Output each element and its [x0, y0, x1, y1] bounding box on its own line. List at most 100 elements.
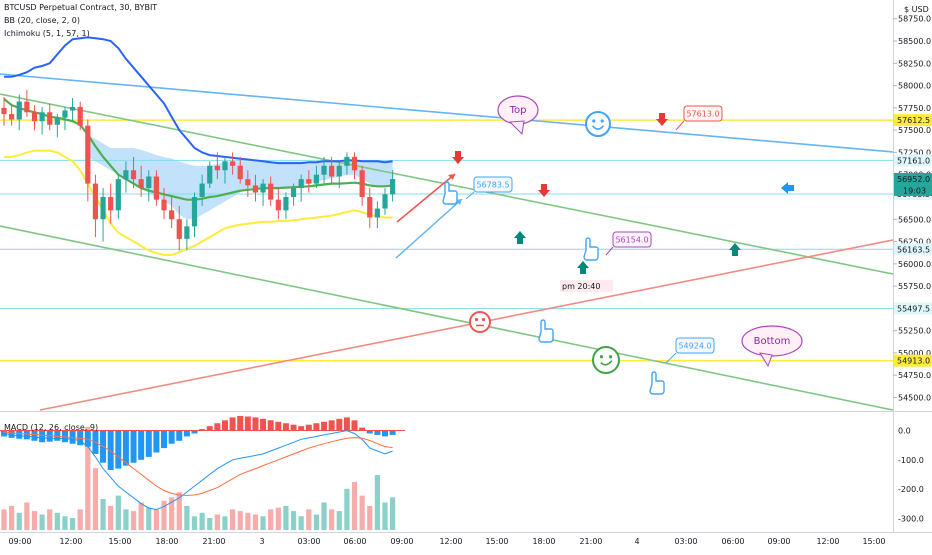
price-tick-label: 56250.0 [898, 238, 931, 247]
macd-hist-bar [275, 421, 282, 431]
hand-shape [538, 319, 554, 343]
candle [24, 90, 30, 117]
macd-hist-bar [145, 430, 152, 457]
volume-bar [92, 468, 99, 530]
price-tick-label: 57250.0 [898, 148, 931, 157]
pointer-hand-icon [442, 181, 458, 205]
candle-body [207, 165, 213, 184]
macd-tick-label: -100.0 [898, 456, 924, 465]
callout-text: 54924.0 [678, 342, 711, 351]
volume-bar [390, 497, 396, 530]
time-tick-label: 12:00 [439, 537, 462, 546]
time-tick-label: 12:00 [816, 537, 839, 546]
ichimoku-legend[interactable]: Ichimoku (5, 1, 57, 1) [4, 29, 90, 38]
macd-hist-bar [260, 418, 267, 431]
candle [344, 152, 350, 175]
volume-bar [359, 495, 365, 530]
candle-body [268, 183, 274, 200]
volume-bar [367, 505, 373, 530]
callout-text: 56154.0 [615, 236, 648, 245]
left-arrow-icon [781, 182, 794, 194]
callout-56783: 56783.5 [473, 176, 513, 193]
callout-box [473, 176, 513, 193]
candle-body [161, 199, 167, 211]
top-bubble-tail [508, 120, 525, 136]
hand-shape [442, 181, 458, 205]
macd-hist-bar [130, 430, 137, 463]
volume-bar [191, 516, 198, 530]
candle [39, 106, 45, 135]
macd-hist-bar [84, 430, 91, 447]
symbol-legend[interactable]: BTCUSD Perpetual Contract, 30, BYBIT [4, 3, 158, 12]
macd-hist-bar [305, 424, 312, 431]
time-tick-label: 15:00 [862, 537, 885, 546]
macd-hist-bar [122, 430, 129, 466]
red-projection-head [448, 174, 455, 180]
macd-hist-bar [313, 423, 320, 431]
candle-body [153, 176, 159, 200]
macd-tick-label: 0.0 [898, 427, 911, 436]
callout-57613-tail [675, 120, 685, 131]
volume-bar [146, 507, 152, 530]
candle-body [374, 208, 380, 218]
macd-signal-line [3, 431, 393, 497]
macd-tick-label: -300.0 [898, 514, 924, 523]
macd-hist-bar [343, 417, 350, 431]
macd-hist-bar [214, 423, 221, 431]
macd-hist-bar [290, 424, 297, 431]
bottom-label: Bottom [741, 325, 803, 368]
candle [245, 170, 251, 197]
volume-bar [207, 517, 213, 530]
price-tick-label: 54500.0 [898, 394, 931, 403]
volume-bar [260, 516, 266, 530]
bb-legend[interactable]: BB (20, close, 2, 0) [4, 16, 80, 25]
candle-body [16, 101, 22, 120]
pointer-hand-icon [538, 319, 554, 343]
down-arrow-icon [538, 184, 550, 197]
candle-body [191, 196, 198, 227]
volume-bar [321, 502, 327, 530]
bottom-bubble-tail [758, 352, 773, 368]
candle-body [85, 125, 91, 184]
candle [31, 105, 38, 131]
candle-body [77, 106, 83, 126]
price-tick-label: 58250.0 [898, 59, 931, 68]
volume-bar [252, 514, 259, 530]
macd-hist-bar [298, 426, 305, 431]
green-face-icon [592, 346, 620, 374]
macd-line [3, 430, 393, 511]
time-tick-label: 15:00 [108, 537, 131, 546]
callout-56783-tail [465, 191, 475, 200]
time-tick-label: 21:00 [202, 537, 225, 546]
candle [222, 156, 228, 184]
macd-hist-bar [138, 430, 145, 460]
candle [313, 165, 320, 189]
volume-bar [16, 512, 22, 530]
price-tick-label: 57500.0 [898, 126, 931, 135]
neutral-face-icon [469, 311, 491, 333]
face-mouth [600, 360, 613, 366]
volume-bar [9, 505, 15, 530]
candle [252, 174, 259, 202]
candle-body [62, 110, 68, 118]
top-text: Top [509, 105, 527, 116]
price-label-bg [894, 243, 932, 256]
macd-legend[interactable]: MACD (12, 26, close, 9) [4, 423, 99, 432]
volume-bar [336, 511, 342, 530]
price-tick-label: 54750.0 [898, 371, 931, 380]
up-arrow-icon [577, 261, 589, 274]
macd-hist-bar [366, 430, 373, 434]
time-tick-label: 06:00 [721, 537, 744, 546]
callout-box [612, 231, 652, 248]
candle [9, 103, 15, 126]
face-circle [592, 346, 620, 374]
volume-bar [153, 509, 159, 530]
macd-hist-bar [282, 423, 289, 431]
face-mouth [591, 125, 605, 130]
macd-hist-bar [221, 420, 228, 431]
callout-56154-tail [605, 246, 614, 256]
volume-bar [100, 499, 106, 530]
candle [123, 161, 129, 193]
